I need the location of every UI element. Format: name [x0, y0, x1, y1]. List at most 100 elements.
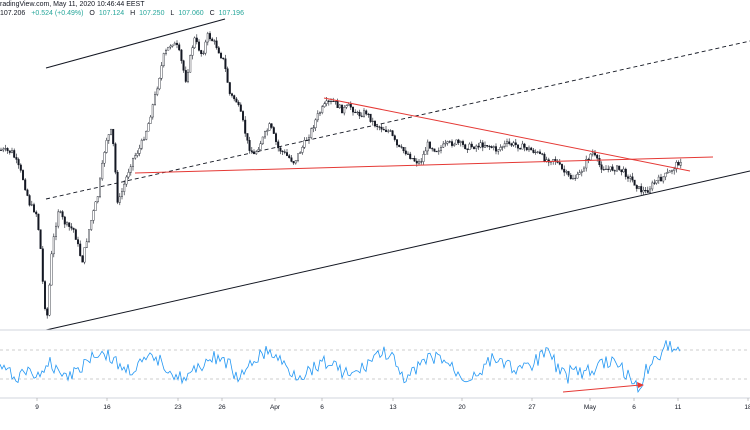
candle-body	[266, 130, 269, 132]
candle	[48, 283, 51, 317]
candle	[171, 44, 174, 48]
candle	[602, 166, 605, 171]
candle	[569, 173, 572, 180]
red-descending-trendline[interactable]	[323, 97, 691, 172]
candle-body	[671, 170, 674, 172]
time-axis[interactable]: 9 16 23 26 Apr 6 13 20 27 May 6 11 18	[35, 398, 750, 411]
candle	[336, 98, 339, 109]
candle-body	[523, 143, 526, 148]
candle	[655, 180, 658, 185]
candle	[303, 137, 306, 149]
time-axis-tick: 27	[528, 404, 536, 411]
close-label: C	[209, 10, 215, 17]
candle-body	[501, 146, 504, 148]
candle-body	[677, 162, 680, 166]
red-support-line[interactable]	[134, 156, 714, 174]
candle	[435, 150, 438, 153]
candle	[431, 147, 434, 152]
candle	[15, 153, 18, 164]
candle	[638, 186, 641, 190]
candle-body	[437, 150, 440, 152]
candle	[609, 166, 612, 173]
candle	[462, 139, 465, 148]
time-axis-tick: 6	[632, 404, 636, 411]
candle	[653, 179, 656, 185]
candle-body	[321, 106, 324, 113]
candle	[380, 123, 383, 133]
candle	[292, 160, 295, 165]
candle-body	[103, 152, 106, 164]
candle-body	[0, 149, 2, 151]
time-axis-tick: 9	[35, 404, 39, 411]
candle-body	[127, 172, 130, 178]
rsi-line	[0, 340, 681, 394]
rsi-divergence-arrow-line[interactable]	[562, 384, 641, 393]
candle-body	[451, 141, 454, 146]
candle	[167, 46, 170, 51]
candle-body	[241, 111, 244, 121]
candle	[39, 229, 42, 249]
candle-body	[591, 152, 594, 155]
candle-body	[204, 41, 207, 54]
candle	[279, 146, 282, 155]
upper-channel-line[interactable]	[45, 18, 226, 69]
time-axis-tick: Apr	[270, 404, 281, 411]
candle	[308, 134, 311, 144]
candle	[114, 142, 117, 175]
candle	[297, 153, 300, 163]
candle	[413, 155, 416, 162]
candle-body	[39, 229, 42, 249]
candle	[629, 174, 632, 183]
candle-body	[30, 204, 33, 206]
candle	[239, 102, 242, 112]
candle	[149, 114, 152, 124]
candle	[385, 126, 388, 133]
candle	[314, 118, 317, 131]
candle-body	[233, 95, 236, 100]
candle-body	[81, 255, 84, 263]
candle	[151, 103, 154, 120]
candle-body	[576, 174, 579, 179]
rsi-pane[interactable]	[0, 340, 750, 394]
candle	[294, 160, 297, 165]
drawing-tools-layer[interactable]	[45, 18, 750, 331]
candle-body	[413, 158, 416, 162]
candle-body	[248, 140, 251, 151]
candle-body	[349, 104, 352, 108]
candle-body	[455, 139, 458, 145]
candle-body	[131, 157, 134, 167]
candle-body	[422, 154, 425, 162]
candle-body	[444, 142, 447, 145]
candle-body	[193, 37, 196, 48]
candle-body	[356, 111, 359, 114]
candle-body	[580, 171, 583, 173]
candle	[514, 139, 517, 148]
candle	[660, 173, 663, 182]
candle	[662, 176, 665, 184]
candle-body	[488, 146, 491, 148]
candle	[611, 164, 614, 172]
candle	[246, 133, 249, 144]
candle-body	[178, 44, 181, 51]
candle	[286, 149, 289, 157]
candle	[72, 227, 75, 233]
candle-body	[598, 158, 601, 166]
candle-body	[605, 168, 608, 170]
candle-body	[664, 172, 667, 178]
candle	[266, 128, 269, 136]
candle	[28, 194, 31, 207]
candle	[211, 37, 214, 42]
lower-channel-line[interactable]	[45, 170, 750, 331]
candle	[620, 169, 623, 176]
price-pane[interactable]	[0, 31, 682, 319]
candle	[264, 130, 267, 139]
candle	[127, 168, 130, 180]
candle-body	[41, 248, 44, 282]
candle	[644, 186, 647, 194]
candle-body	[101, 162, 104, 180]
candle	[219, 51, 222, 59]
candle	[501, 145, 504, 151]
candle-body	[528, 147, 531, 151]
